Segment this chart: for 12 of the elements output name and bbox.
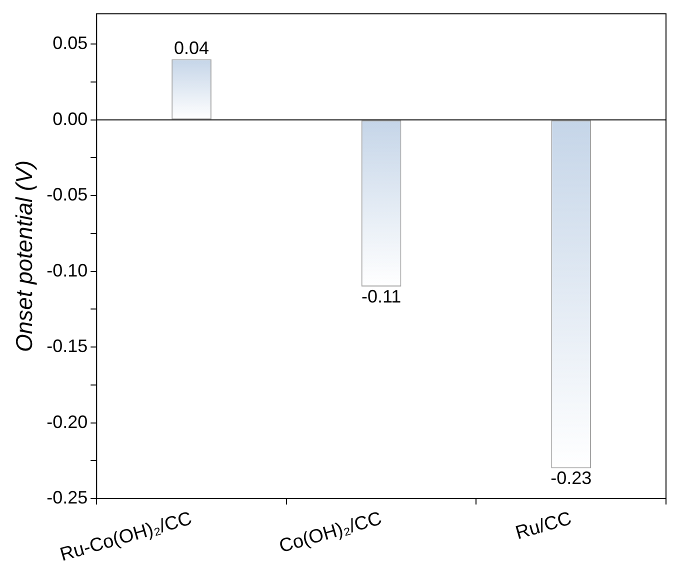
y-tick-label: 0.00 bbox=[52, 108, 88, 129]
data-label: -0.23 bbox=[550, 468, 592, 488]
y-tick-label: 0.05 bbox=[52, 33, 88, 54]
x-tick-label: Ru/CC bbox=[513, 508, 574, 544]
data-label: 0.04 bbox=[174, 38, 210, 58]
data-label: -0.11 bbox=[361, 286, 402, 306]
y-tick-label: -0.25 bbox=[46, 488, 88, 508]
y-tick-label: -0.20 bbox=[46, 412, 88, 432]
y-tick-label: -0.15 bbox=[46, 336, 88, 356]
y-tick-label: -0.10 bbox=[46, 260, 88, 280]
y-tick-label: -0.05 bbox=[46, 184, 88, 205]
y-axis-title: Onset potential (V) bbox=[11, 160, 38, 352]
